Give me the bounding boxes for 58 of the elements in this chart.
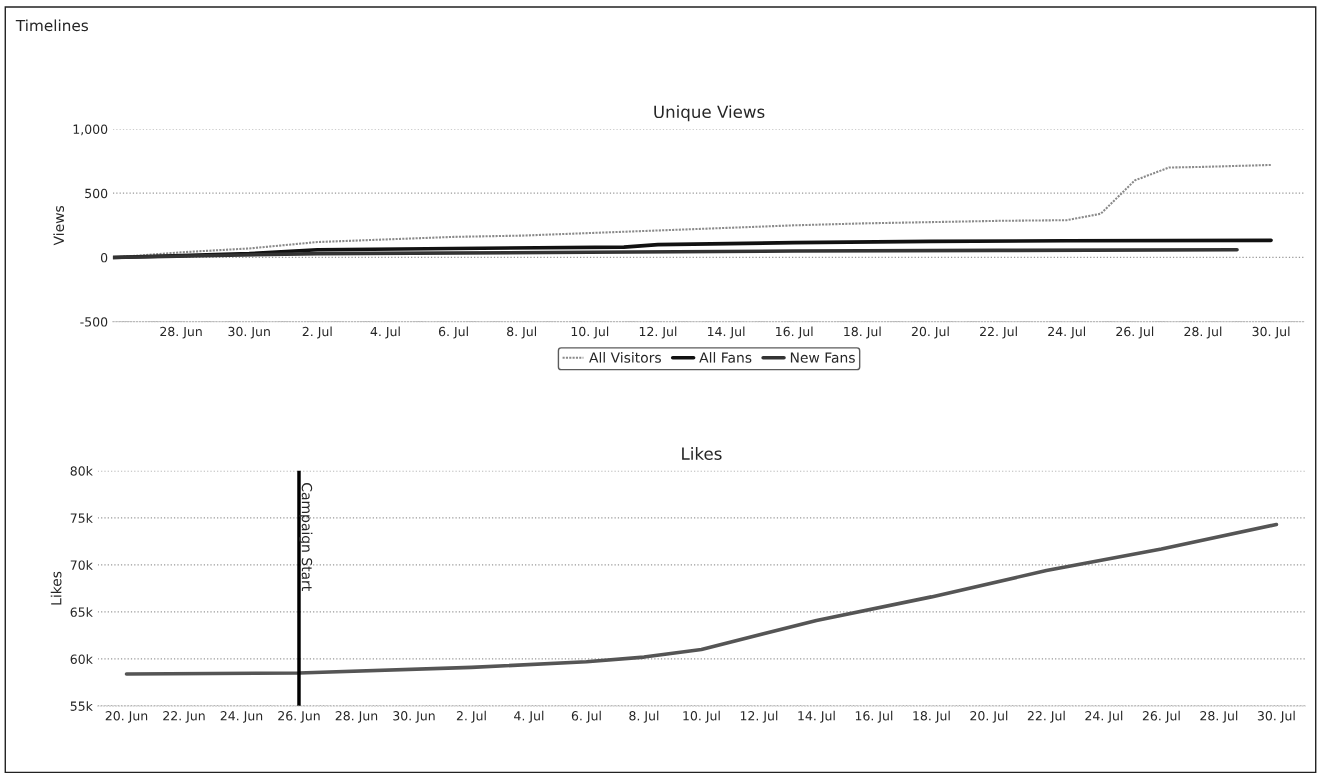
- x-tick-label: 6. Jul: [438, 326, 468, 339]
- x-tick-label: 6. Jul: [571, 710, 601, 723]
- x-tick-label: 26. Jul: [1116, 326, 1154, 339]
- x-tick-label: 22. Jul: [980, 326, 1017, 339]
- x-tick-label: 28. Jul: [1200, 710, 1238, 723]
- chart-title: Unique Views: [654, 105, 765, 122]
- ref-line-label: Campaign Start: [298, 483, 313, 591]
- y-axis-title: Likes: [50, 571, 62, 605]
- x-tick-label: 28. Jul: [1184, 326, 1222, 339]
- text: Timelines: [15, 19, 89, 32]
- x-tick-label: 14. Jul: [707, 326, 745, 339]
- x-tick-label: 30. Jul: [1252, 326, 1290, 339]
- y-tick-label: 500: [85, 188, 108, 199]
- x-tick-label: 10. Jul: [571, 326, 609, 339]
- x-tick-label: 22. Jul: [1027, 710, 1065, 723]
- line-series: [112, 247, 1239, 260]
- y-tick-label: 75k: [70, 513, 93, 523]
- y-tick-label: 1,000: [73, 124, 108, 136]
- x-tick-label: 24. Jul: [1085, 710, 1123, 723]
- x-tick-label: 18. Jul: [844, 326, 881, 339]
- y-tick-label: -500: [80, 317, 108, 327]
- x-tick-label: 8. Jul: [629, 710, 659, 723]
- y-tick-label: 0: [100, 252, 108, 263]
- x-tick-label: 20. Jul: [911, 326, 949, 339]
- x-tick-label: 4. Jul: [370, 326, 400, 339]
- x-tick-label: 22. Jun: [163, 711, 205, 723]
- y-axis-title: Views: [53, 205, 65, 246]
- x-tick-label: 16. Jul: [855, 710, 893, 723]
- x-tick-label: 4. Jul: [514, 710, 544, 723]
- x-tick-label: 2. Jul: [456, 710, 486, 723]
- y-tick-label: 65k: [70, 607, 93, 617]
- x-tick-label: 30. Jul: [1257, 710, 1295, 723]
- x-tick-label: 30. Jun: [228, 326, 270, 339]
- y-tick-label: 55k: [70, 701, 93, 711]
- x-tick-label: 24. Jul: [1048, 326, 1085, 339]
- y-tick-label: 80k: [70, 466, 93, 476]
- x-tick-label: 26. Jul: [1142, 710, 1180, 723]
- x-tick-label: 28. Jun: [160, 326, 202, 339]
- x-tick-label: 24. Jun: [220, 711, 263, 723]
- x-tick-label: 30. Jun: [393, 711, 435, 723]
- x-tick-label: 16. Jul: [776, 326, 813, 339]
- x-tick-label: 20. Jun: [105, 711, 148, 723]
- y-tick-label: 70k: [70, 560, 93, 570]
- x-tick-label: 14. Jul: [798, 710, 835, 723]
- legend-label: All Visitors: [589, 352, 661, 363]
- legend-label: All Fans: [699, 352, 752, 363]
- x-tick-label: 8. Jul: [507, 326, 537, 339]
- x-tick-label: 2. Jul: [302, 326, 332, 339]
- x-tick-label: 12. Jul: [639, 326, 677, 339]
- legend-label: New Fans: [790, 352, 855, 363]
- chart-title: Likes: [682, 447, 722, 460]
- x-tick-label: 28. Jun: [335, 711, 378, 723]
- x-tick-label: 20. Jul: [970, 710, 1008, 723]
- x-tick-label: 18. Jul: [913, 710, 950, 723]
- y-tick-label: 60k: [70, 654, 93, 664]
- x-tick-label: 26. Jun: [278, 711, 320, 723]
- x-tick-label: 10. Jul: [683, 710, 720, 723]
- x-tick-label: 12. Jul: [740, 710, 778, 723]
